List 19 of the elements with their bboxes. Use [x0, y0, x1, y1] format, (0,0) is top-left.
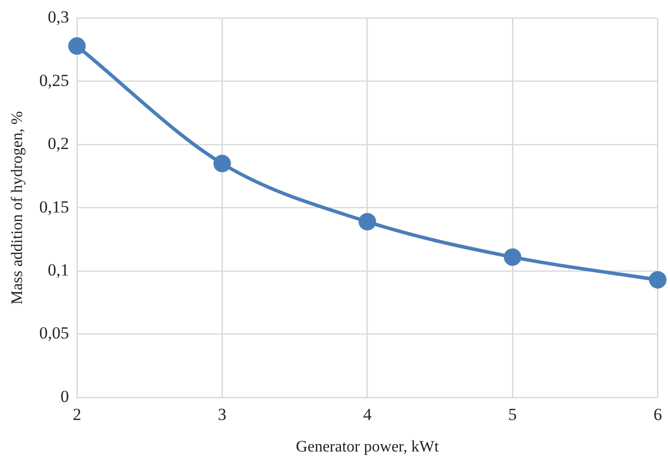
point [504, 248, 522, 266]
point [213, 154, 231, 172]
y-tick-label: 0,15 [39, 197, 69, 216]
y-tick-label: 0,2 [48, 134, 69, 154]
point [649, 271, 666, 289]
x-tick-label: 2 [72, 405, 82, 424]
y-tick-label: 0,3 [48, 8, 69, 27]
y-axis-title: Mass addition of hydrogen, % [8, 111, 26, 304]
point [358, 212, 376, 230]
y-tick-label: 0,1 [48, 260, 69, 280]
point [68, 37, 86, 55]
x-tick-label: 5 [508, 405, 517, 424]
x-tick-label: 6 [654, 405, 662, 424]
x-tick-label: 4 [363, 405, 372, 424]
y-tick-label: 0,25 [39, 70, 69, 90]
x-axis-title: Generator power, kWt [296, 438, 440, 456]
x-tick-label: 3 [218, 405, 226, 424]
y-tick-label: 0,05 [39, 324, 69, 343]
y-tick-label: 0 [60, 386, 69, 406]
